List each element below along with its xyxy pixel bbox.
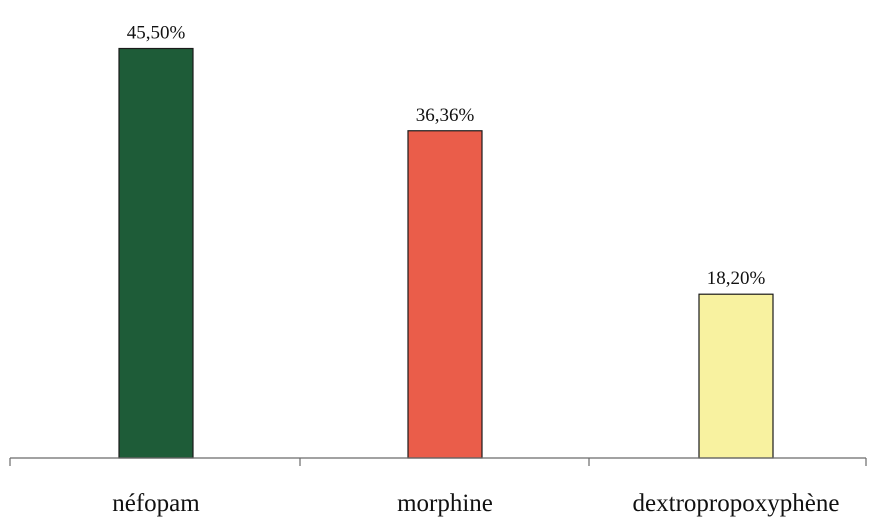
bars-layer [118,47,774,459]
category-labels-layer: néfopam morphine dextropropoxyphène [112,490,839,517]
bar-1 [407,130,483,459]
x-axis-ticks [9,458,867,466]
bar-0 [118,47,194,459]
bar-2 [698,293,774,459]
value-labels-layer: 45,50% 36,36% 18,20% [127,23,766,290]
value-label-1: 36,36% [416,105,475,126]
value-label-2: 18,20% [707,268,766,289]
category-label-2: dextropropoxyphène [633,490,840,517]
category-label-1: morphine [397,490,493,517]
category-label-0: néfopam [112,490,200,517]
value-label-0: 45,50% [127,23,186,44]
